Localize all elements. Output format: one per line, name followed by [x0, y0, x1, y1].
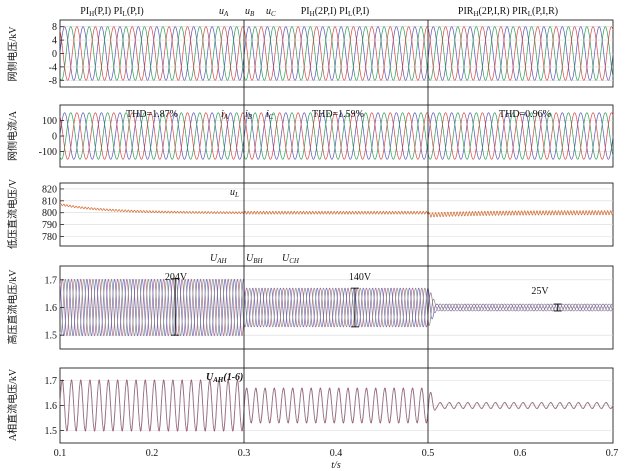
label-ua: uA​ [219, 6, 229, 18]
x-tick-label: 0.2 [146, 448, 159, 459]
dv-label-2: 140V [349, 272, 372, 283]
panel2-ytick-label: 100 [42, 116, 57, 127]
control-label-2: PIH​(2P,I) PIL​(P,I) [301, 6, 370, 18]
label-uah16: UAH​(1-6) [206, 372, 243, 384]
panel5-ytick-label: 1.7 [45, 376, 58, 387]
panel2-series-i-a [59, 112, 614, 160]
x-tick-label: 0.6 [514, 448, 527, 459]
switch-lines [243, 20, 429, 443]
panel2-series-i-b [59, 112, 614, 160]
label-ub: uB​ [245, 6, 255, 18]
panel4-ylabel: 高压直流电压/kV [6, 269, 19, 345]
control-label-3: PIRH​(2P,I,R) PIRL​(P,I,R) [458, 6, 558, 18]
x-tick-label: 0.7 [606, 448, 619, 459]
dv-label-1: 204V [165, 272, 188, 283]
thd-label-2: THD=1.59% [312, 109, 364, 120]
control-label-1: PIH​(P,I) PIL​(P,I) [80, 6, 144, 18]
panel1-series-u-c [59, 26, 614, 81]
panel1-ylabel: 网侧电压/kV [6, 26, 19, 82]
panel2-series [59, 112, 614, 160]
label-ib: iB​ [245, 109, 253, 121]
label-ia: iA​ [221, 109, 229, 121]
panel2-ylabel: 网侧电流/A [6, 110, 19, 161]
label-ic: iC​ [266, 109, 274, 121]
x-tick-label: 0.1 [54, 448, 67, 459]
thd-label-3: THD=0.96% [499, 109, 551, 120]
x-tick-label: 0.5 [422, 448, 435, 459]
label-ubh: UBH​ [246, 253, 264, 265]
panel4-ytick-label: 1.7 [45, 275, 58, 286]
panel5-series [59, 379, 614, 432]
panel4-ytick-label: 1.6 [45, 303, 58, 314]
panel1-series [59, 26, 614, 81]
panel1-ytick-label: 8 [52, 22, 57, 33]
label-ul: uL​ [230, 187, 239, 199]
panel3-series [59, 188, 614, 237]
thd-label-1: THD=1.87% [126, 109, 178, 120]
panel5-ytick-label: 1.5 [45, 426, 58, 437]
panel5-series-u-ah-1-6-b [59, 380, 614, 431]
panel4-series [59, 278, 614, 337]
panel5-ylabel: A相直流电压/kV [6, 368, 19, 441]
panel1-ytick-label: 4 [52, 36, 57, 47]
panel3-ytick-label: 780 [42, 232, 57, 243]
panel2-ytick-label: 0 [52, 132, 57, 143]
panel1-ytick-label: -4 [49, 62, 57, 73]
panel2-series-i-c [59, 112, 614, 160]
panel2-ytick-label: -100 [39, 147, 57, 158]
panel3-ylabel: 低压直流电压/V [6, 178, 19, 249]
panel4-series-u-bh [59, 278, 614, 337]
x-tick-label: 0.4 [330, 448, 343, 459]
dv-label-3: 25V [531, 286, 549, 297]
x-axis-label: t/s [331, 460, 341, 471]
panel1-series-u-a [59, 26, 614, 81]
panel5-ytick-label: 1.6 [45, 401, 58, 412]
panel1-ytick-label: -8 [49, 76, 57, 87]
panel3-ytick-label: 820 [42, 184, 57, 195]
panel3-frame [59, 182, 614, 247]
panel3-ytick-label: 800 [42, 208, 57, 219]
panel1-series-u-b [59, 26, 614, 81]
panel4-series-u-ah [59, 278, 614, 337]
panel4-ytick-label: 1.5 [45, 331, 58, 342]
panel1-ytick-label: 0 [52, 49, 57, 60]
x-tick-label: 0.3 [238, 448, 251, 459]
panel3-ytick-label: 790 [42, 220, 57, 231]
x-axis-ticks: 0.1 0.2 0.3 0.4 0.5 0.6 0.7 [54, 448, 619, 459]
label-uc: uC​ [266, 6, 276, 18]
label-uch: UCH​ [282, 253, 300, 265]
panel3-series-u-l [59, 203, 614, 218]
panel4-series-u-ch [59, 278, 614, 337]
amplitude-markers [171, 278, 562, 336]
panel3-ytick-label: 810 [42, 196, 57, 207]
label-uah: UAH​ [210, 253, 228, 265]
